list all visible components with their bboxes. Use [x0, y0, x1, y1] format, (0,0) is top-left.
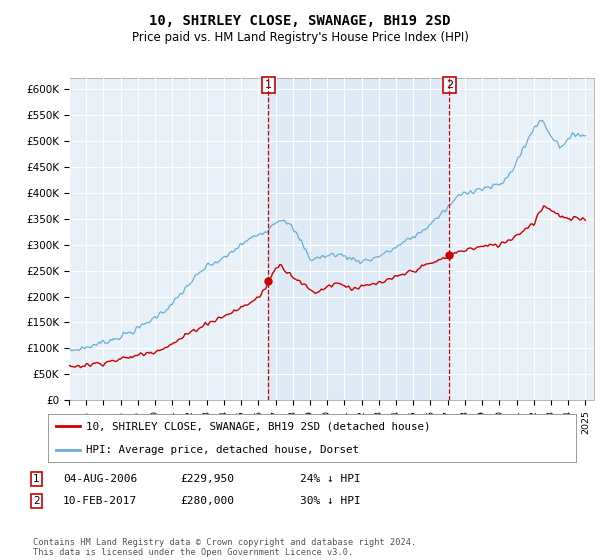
Text: 30% ↓ HPI: 30% ↓ HPI: [300, 496, 361, 506]
Text: 2: 2: [33, 496, 40, 506]
Text: 10, SHIRLEY CLOSE, SWANAGE, BH19 2SD (detached house): 10, SHIRLEY CLOSE, SWANAGE, BH19 2SD (de…: [86, 421, 431, 431]
Text: 04-AUG-2006: 04-AUG-2006: [63, 474, 137, 484]
Text: Price paid vs. HM Land Registry's House Price Index (HPI): Price paid vs. HM Land Registry's House …: [131, 31, 469, 44]
Text: HPI: Average price, detached house, Dorset: HPI: Average price, detached house, Dors…: [86, 445, 359, 455]
Text: 1: 1: [33, 474, 40, 484]
Text: 10-FEB-2017: 10-FEB-2017: [63, 496, 137, 506]
Text: 10, SHIRLEY CLOSE, SWANAGE, BH19 2SD: 10, SHIRLEY CLOSE, SWANAGE, BH19 2SD: [149, 14, 451, 28]
Text: £229,950: £229,950: [180, 474, 234, 484]
Bar: [268, 78, 449, 400]
Text: 24% ↓ HPI: 24% ↓ HPI: [300, 474, 361, 484]
Text: 2: 2: [446, 80, 453, 90]
Text: 1: 1: [265, 80, 272, 90]
Text: Contains HM Land Registry data © Crown copyright and database right 2024.
This d: Contains HM Land Registry data © Crown c…: [33, 538, 416, 557]
Text: £280,000: £280,000: [180, 496, 234, 506]
